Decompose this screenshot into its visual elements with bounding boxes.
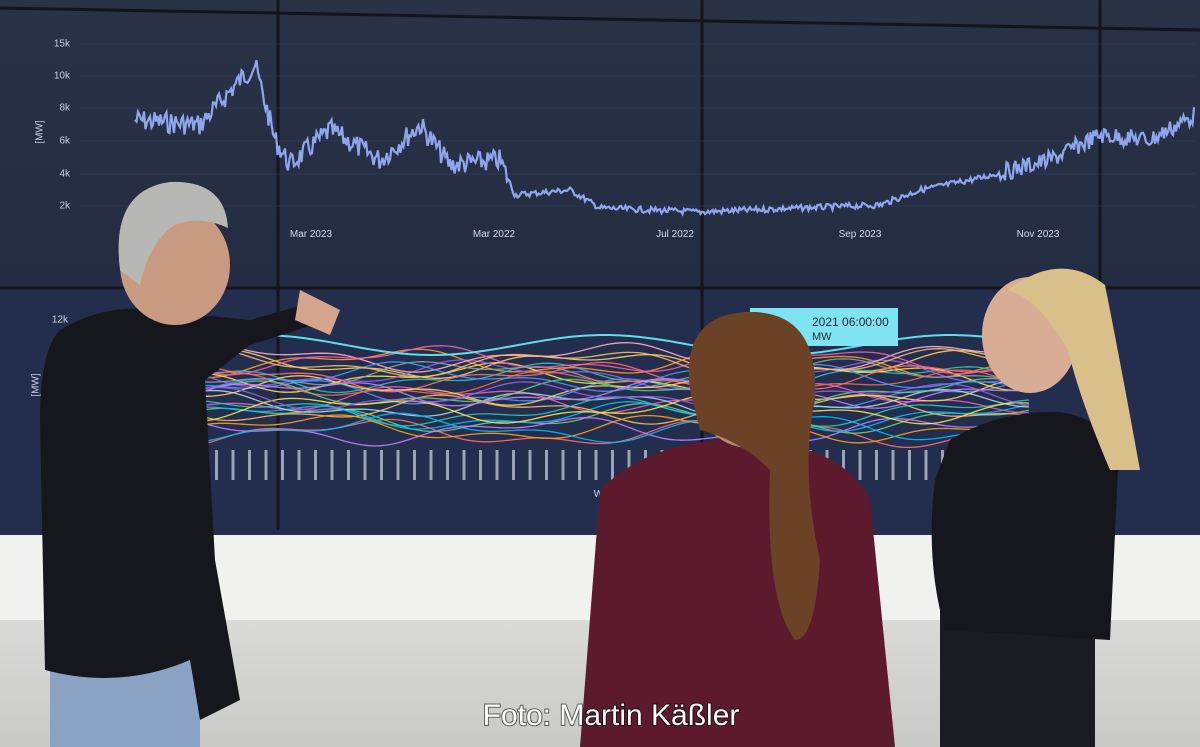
date-label-stub bbox=[627, 450, 631, 480]
date-label-stub bbox=[396, 450, 400, 480]
y-tick-label: 12k bbox=[52, 315, 69, 326]
date-label-stub bbox=[231, 450, 235, 480]
woman-center bbox=[580, 311, 895, 747]
date-label-stub bbox=[215, 450, 218, 480]
profile-line bbox=[194, 414, 1030, 444]
profile-line bbox=[194, 382, 1029, 414]
date-label-stub bbox=[281, 450, 284, 480]
profile-line bbox=[194, 347, 1030, 378]
hair bbox=[688, 311, 820, 640]
date-label-stub bbox=[891, 450, 895, 480]
profile-line bbox=[194, 378, 1030, 409]
black-top bbox=[931, 411, 1118, 640]
date-label-stub bbox=[314, 450, 317, 480]
date-label-stub bbox=[611, 450, 614, 480]
y-tick-label: 15k bbox=[54, 39, 71, 50]
date-label-stub bbox=[380, 450, 383, 480]
date-label-stub bbox=[413, 450, 416, 480]
date-label-stub bbox=[363, 450, 367, 480]
y-axis-label: [MW] bbox=[35, 120, 46, 144]
date-label-stub bbox=[297, 450, 301, 480]
date-label-stub bbox=[594, 450, 598, 480]
x-tick-label: Mar 2022 bbox=[473, 229, 516, 240]
profile-line bbox=[194, 345, 1030, 376]
man bbox=[40, 181, 340, 747]
date-label-stub bbox=[842, 450, 845, 480]
y-tick-label: 10k bbox=[54, 71, 71, 82]
woman-right bbox=[931, 268, 1140, 747]
date-label-stub bbox=[858, 450, 862, 480]
burgundy-sweater bbox=[580, 440, 895, 747]
y-tick-label: 4k bbox=[59, 169, 71, 180]
profile-line bbox=[194, 361, 1030, 393]
y-axis-label: [MW] bbox=[31, 373, 42, 397]
date-label-stub bbox=[875, 450, 878, 480]
date-label-stub bbox=[479, 450, 482, 480]
profile-line bbox=[194, 394, 1030, 425]
profile-line bbox=[194, 393, 1030, 425]
tooltip-time: 2021 06:00:00 bbox=[812, 315, 889, 329]
y-tick-label: 6k bbox=[59, 136, 71, 147]
date-label-stub bbox=[495, 450, 499, 480]
hair bbox=[1008, 268, 1140, 470]
photo-credit: Foto: Martin Käßler bbox=[483, 699, 740, 732]
date-label-stub bbox=[429, 450, 433, 480]
tooltip-unit: MW bbox=[812, 331, 832, 343]
x-tick-label: Jul 2022 bbox=[656, 229, 694, 240]
profile-line bbox=[194, 348, 1029, 379]
x-tick-label: Nov 2023 bbox=[1017, 229, 1060, 240]
y-tick-label: 2k bbox=[59, 201, 71, 212]
profile-line bbox=[194, 362, 1030, 393]
date-label-stub bbox=[446, 450, 449, 480]
y-tick-label: 8k bbox=[59, 103, 71, 114]
hair bbox=[118, 181, 228, 285]
load-trace bbox=[134, 59, 1196, 217]
date-label-stub bbox=[264, 450, 268, 480]
date-label-stub bbox=[347, 450, 350, 480]
x-tick-label: Sep 2023 bbox=[839, 229, 882, 240]
profile-line bbox=[194, 381, 1030, 413]
date-label-stub bbox=[561, 450, 565, 480]
date-label-stub bbox=[908, 450, 911, 480]
profile-line bbox=[194, 362, 1030, 394]
date-label-stub bbox=[924, 450, 928, 480]
date-label-stub bbox=[512, 450, 515, 480]
hand bbox=[295, 290, 340, 335]
profile-line bbox=[194, 388, 1030, 420]
date-label-stub bbox=[578, 450, 581, 480]
date-label-stub bbox=[330, 450, 334, 480]
date-label-stub bbox=[248, 450, 251, 480]
x-tick-label: Mar 2023 bbox=[290, 229, 333, 240]
top-chart: [MW] 15k 10k 8k 6k 4k 2k Mar 2023 Mar 2022 Jul 2… bbox=[35, 39, 1196, 240]
profile-line bbox=[194, 369, 1030, 401]
date-label-stub bbox=[528, 450, 532, 480]
date-label-stub bbox=[462, 450, 466, 480]
sweater bbox=[40, 300, 335, 720]
profile-line bbox=[194, 412, 1030, 444]
date-label-stub bbox=[545, 450, 548, 480]
profile-line bbox=[194, 402, 1030, 434]
